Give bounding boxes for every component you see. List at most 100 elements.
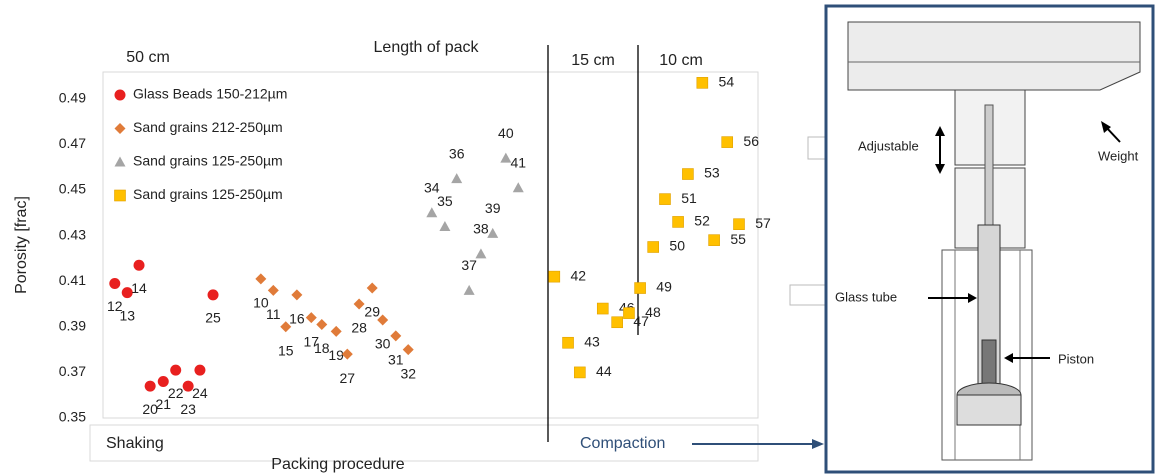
point	[115, 123, 126, 134]
point	[316, 319, 327, 330]
point-label: 42	[571, 267, 587, 283]
point-label: 38	[473, 221, 489, 237]
point	[255, 273, 266, 284]
point-label: 50	[669, 238, 685, 254]
point-label: 25	[205, 310, 221, 326]
point-label: 57	[755, 215, 771, 231]
chart-title: Length of pack	[374, 39, 480, 56]
point-label: 23	[180, 401, 196, 417]
point	[115, 90, 126, 101]
point	[367, 283, 378, 294]
point-label: 43	[584, 333, 600, 349]
point	[673, 216, 684, 227]
point	[134, 260, 145, 271]
point	[513, 182, 524, 192]
point	[734, 219, 745, 230]
point	[331, 326, 342, 337]
point	[722, 137, 733, 148]
point	[682, 169, 693, 180]
legend-label: Sand grains 125-250µm	[133, 153, 283, 169]
legend-label: Sand grains 125-250µm	[133, 186, 283, 202]
y-tick-label: 0.49	[59, 90, 86, 106]
group-label: 50 cm	[126, 49, 170, 66]
point	[115, 157, 126, 167]
point-label: 54	[719, 74, 735, 90]
point-label: 29	[364, 304, 380, 320]
y-tick-label: 0.43	[59, 226, 86, 242]
point	[659, 194, 670, 205]
point	[487, 228, 498, 238]
tab	[808, 137, 826, 159]
y-axis-label: Porosity [frac]	[13, 196, 30, 294]
point	[439, 221, 450, 231]
point-label: 15	[278, 343, 294, 359]
point-label: 40	[498, 125, 514, 141]
point	[464, 285, 475, 295]
figure: Length of pack 50 cm 15 cm 10 cm Shaking…	[0, 0, 1155, 474]
point-label: 19	[328, 347, 344, 363]
point-label: 55	[730, 231, 746, 247]
legend-label: Sand grains 212-250µm	[133, 119, 283, 135]
point	[194, 365, 205, 376]
apparatus-diagram: Adjustable Weight Glass tube Piston	[790, 6, 1153, 472]
point-label: 14	[131, 280, 147, 296]
point-label: 27	[340, 370, 356, 386]
point	[403, 344, 414, 355]
diagram-label: Glass tube	[835, 289, 897, 304]
point	[612, 317, 623, 328]
weight-beam	[848, 22, 1140, 90]
point	[208, 289, 219, 300]
point	[115, 190, 126, 201]
point	[291, 289, 302, 300]
point	[170, 365, 181, 376]
point	[574, 367, 585, 378]
diagram-label: Piston	[1058, 351, 1094, 366]
y-tick-label: 0.45	[59, 181, 86, 197]
point-label: 44	[596, 363, 612, 379]
point-label: 52	[694, 213, 710, 229]
procedure-label: Compaction	[580, 435, 665, 452]
tab	[790, 285, 826, 305]
point-label: 37	[461, 257, 477, 273]
point	[635, 283, 646, 294]
point-label: 18	[314, 340, 330, 356]
point	[549, 271, 560, 282]
point	[648, 242, 659, 253]
rod	[985, 105, 993, 225]
point	[697, 77, 708, 88]
point-label: 24	[192, 385, 208, 401]
point-label: 51	[681, 190, 697, 206]
point	[563, 337, 574, 348]
point-label: 39	[485, 200, 501, 216]
point-label: 32	[400, 365, 416, 381]
point	[306, 312, 317, 323]
point-label: 49	[656, 279, 672, 295]
point-label: 22	[168, 385, 184, 401]
point-label: 53	[704, 165, 720, 181]
y-tick-label: 0.35	[59, 409, 86, 425]
point-label: 36	[449, 145, 465, 161]
y-tick-label: 0.41	[59, 272, 86, 288]
legend-label: Glass Beads 150-212µm	[133, 86, 287, 102]
y-tick-label: 0.47	[59, 135, 86, 151]
arrow-head	[812, 439, 824, 449]
y-tick-label: 0.37	[59, 363, 86, 379]
group-label: 15 cm	[571, 52, 615, 69]
group-label: 10 cm	[659, 52, 703, 69]
point	[109, 278, 120, 289]
point-label: 13	[119, 307, 135, 323]
point	[623, 308, 634, 319]
base-block	[957, 395, 1021, 425]
x-axis-label: Packing procedure	[271, 456, 405, 473]
point	[268, 285, 279, 296]
point-label: 56	[743, 133, 759, 149]
point	[451, 173, 462, 183]
point	[597, 303, 608, 314]
point	[709, 235, 720, 246]
point	[390, 330, 401, 341]
point-label: 30	[375, 336, 391, 352]
point	[145, 381, 156, 392]
point	[426, 207, 437, 217]
point	[475, 248, 486, 258]
point-label: 11	[266, 306, 281, 322]
